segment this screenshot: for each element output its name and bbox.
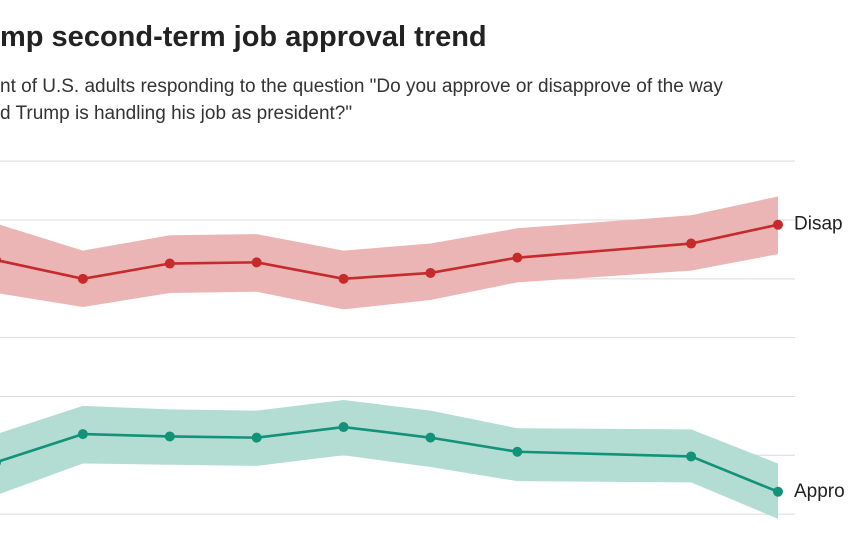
- confidence-band: [0, 196, 778, 310]
- data-point: [512, 446, 523, 457]
- data-point: [0, 459, 1, 466]
- data-point: [512, 252, 523, 263]
- chart-subtitle: nt of U.S. adults responding to the ques…: [0, 76, 723, 97]
- chart-subtitle: d Trump is handling his job as president…: [0, 103, 352, 124]
- data-point: [686, 238, 697, 249]
- data-point: [338, 273, 349, 284]
- series-label: Disap: [794, 214, 843, 235]
- data-point: [77, 273, 88, 284]
- data-point: [773, 219, 783, 230]
- data-point: [164, 431, 175, 442]
- data-point: [251, 432, 262, 443]
- confidence-band: [0, 400, 778, 519]
- data-point: [686, 451, 697, 462]
- data-point: [251, 257, 262, 268]
- data-point: [164, 258, 175, 269]
- chart-title: mp second-term job approval trend: [0, 21, 487, 53]
- data-point: [425, 267, 436, 278]
- series-label: Appro: [794, 481, 845, 502]
- data-point: [338, 422, 349, 433]
- data-point: [77, 429, 88, 440]
- data-point: [773, 486, 783, 497]
- data-point: [425, 432, 436, 443]
- data-point: [0, 257, 1, 263]
